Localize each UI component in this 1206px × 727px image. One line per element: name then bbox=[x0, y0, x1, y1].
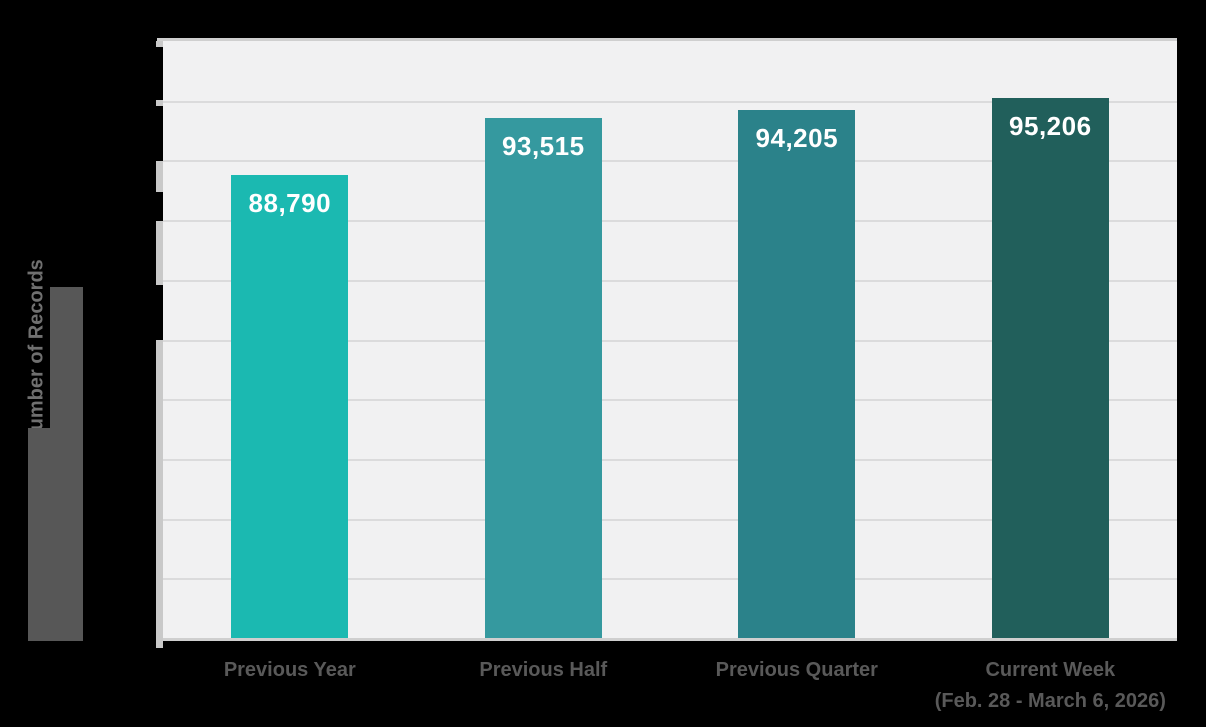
category-label: Current Week bbox=[985, 659, 1116, 681]
x-axis-label: Current Week (Feb. 28 - March 6, 2026) bbox=[910, 655, 1190, 717]
gridline bbox=[163, 220, 1177, 223]
gridline bbox=[163, 100, 1177, 103]
gridline bbox=[163, 578, 1177, 581]
y-axis-tick bbox=[156, 100, 163, 106]
gridline bbox=[163, 458, 1177, 461]
redaction-box bbox=[50, 287, 83, 641]
gridline bbox=[163, 160, 1177, 163]
gridline bbox=[163, 518, 1177, 521]
x-axis-label: Previous Year bbox=[150, 655, 430, 686]
gridline bbox=[163, 279, 1177, 282]
bar-previous-half bbox=[484, 118, 602, 638]
bar-value-label: 95,206 bbox=[1009, 111, 1092, 142]
bar-value-label: 88,790 bbox=[248, 187, 332, 218]
category-label: Previous Half bbox=[479, 659, 608, 681]
redaction-box bbox=[28, 428, 50, 641]
y-axis-tick bbox=[156, 41, 163, 47]
gridline bbox=[163, 399, 1177, 402]
y-axis-tick bbox=[156, 161, 163, 192]
category-label: Previous Quarter bbox=[715, 659, 878, 681]
bar-value-label: 94,205 bbox=[755, 123, 839, 154]
category-sublabel: (Feb. 28 - March 6, 2026) bbox=[934, 690, 1166, 712]
x-axis-label: Previous Quarter bbox=[657, 655, 937, 686]
gridline bbox=[163, 339, 1177, 342]
bar-value-label: 93,515 bbox=[502, 131, 585, 162]
bar-previous-quarter bbox=[738, 110, 856, 638]
y-axis-tick bbox=[156, 221, 163, 285]
x-axis-label: Previous Half bbox=[403, 655, 683, 686]
x-axis-line bbox=[157, 638, 1177, 641]
bar-current-week bbox=[991, 98, 1109, 638]
y-axis-title: Number of Records bbox=[25, 259, 48, 445]
y-axis-tick bbox=[156, 340, 163, 648]
bar-previous-year bbox=[231, 174, 349, 638]
category-label: Previous Year bbox=[223, 659, 356, 681]
plot-top-border bbox=[157, 38, 1177, 41]
